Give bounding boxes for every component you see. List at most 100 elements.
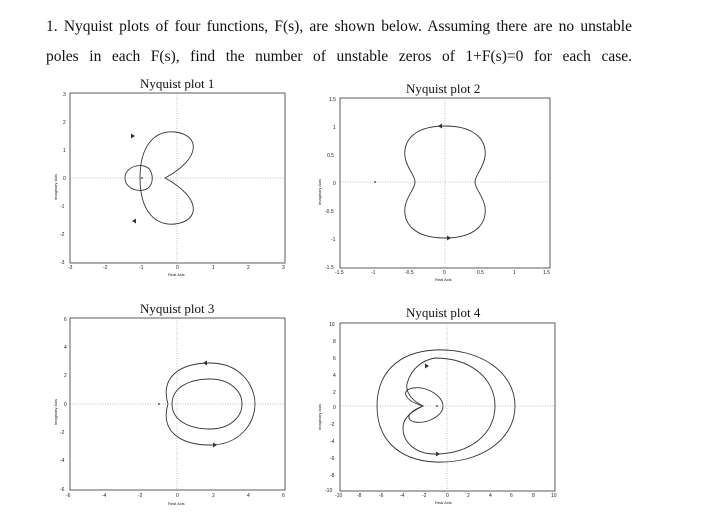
x-tick: 0 — [443, 270, 446, 276]
x-tick: -10 — [335, 493, 342, 499]
nyquist-inner-loop — [124, 165, 153, 191]
y-tick: 10 — [329, 322, 335, 328]
critical-point — [141, 177, 143, 179]
direction-arrow-top — [438, 123, 442, 129]
y-tick: -4 — [330, 439, 335, 445]
y-tick-labels: 3 2 1 0 -1 -2 -3 — [60, 92, 66, 266]
nyquist-plot-4: Imaginary Axis Real Axis -10 -8 -6 -4 -2… — [317, 322, 557, 505]
y-tick: -2 — [330, 422, 335, 428]
x-tick: 1.5 — [543, 270, 550, 276]
y-tick-labels: 1.5 1 0.5 0 -0.5 -1 -1.5 — [325, 97, 336, 271]
x-tick-labels: -10 -8 -6 -4 -2 0 2 4 6 8 10 — [335, 493, 557, 499]
nyquist-curve — [404, 125, 486, 239]
y-tick: 2 — [64, 373, 67, 379]
y-tick: 0 — [333, 181, 336, 187]
y-tick: 2 — [63, 120, 66, 126]
y-tick: 2 — [333, 390, 336, 396]
x-tick: 6 — [510, 493, 513, 499]
y-tick: 1 — [63, 148, 66, 154]
y-tick: 0 — [63, 176, 66, 182]
y-tick: -1 — [60, 204, 65, 210]
nyquist-plot-1: Imaginary Axis Real Axis -3 -2 -1 0 1 2 … — [53, 92, 286, 277]
y-tick-labels: 10 8 6 4 2 0 -2 -4 -6 -8 -10 — [325, 322, 336, 494]
x-axis-label: Real Axis — [168, 272, 185, 277]
x-tick: 2 — [467, 493, 470, 499]
nyquist-outer-loop — [376, 349, 516, 463]
x-tick: 4 — [247, 493, 250, 499]
y-tick: 1.5 — [329, 97, 336, 103]
plot-4-title: Nyquist plot 4 — [406, 305, 481, 320]
y-tick: 3 — [63, 92, 66, 98]
direction-arrow-top — [203, 360, 207, 366]
nyquist-outer-loop — [165, 362, 256, 446]
y-tick: 0 — [333, 405, 336, 411]
question-line-2: poles in each F(s), find the number of u… — [46, 48, 632, 65]
plot-1-title: Nyquist plot 1 — [140, 76, 215, 91]
y-tick: 6 — [64, 317, 67, 323]
direction-arrow-bottom — [213, 442, 217, 448]
critical-point — [158, 403, 160, 405]
y-tick: 0.5 — [327, 153, 334, 159]
x-tick: -4 — [102, 493, 107, 499]
y-tick: 6 — [333, 356, 336, 362]
y-tick: 4 — [64, 345, 67, 351]
y-tick: 0 — [64, 402, 67, 408]
x-tick: 0 — [176, 265, 179, 271]
x-tick: -3 — [68, 265, 73, 271]
y-tick: -6 — [330, 456, 335, 462]
x-tick: 1 — [513, 270, 516, 276]
x-tick: 1 — [212, 265, 215, 271]
x-tick: 2 — [247, 265, 250, 271]
nyquist-plot-2: Imaginary Axis Real Axis -1.5 -1 -0.5 0 … — [317, 97, 551, 282]
critical-point — [374, 181, 376, 183]
nyquist-curve — [139, 131, 194, 225]
x-tick: 0 — [446, 493, 449, 499]
x-tick: -2 — [422, 493, 427, 499]
x-tick-labels: -6 -4 -2 0 2 4 6 — [66, 493, 285, 499]
question-text: 1. Nyquist plots of four functions, F(s)… — [46, 12, 632, 72]
direction-arrow-top — [425, 363, 429, 369]
x-tick: 2 — [212, 493, 215, 499]
x-tick: -6 — [379, 493, 384, 499]
x-tick: 0.5 — [477, 270, 484, 276]
critical-point — [436, 405, 438, 407]
x-tick: 4 — [489, 493, 492, 499]
y-axis-label: Imaginary Axis — [317, 404, 322, 430]
y-tick: -4 — [60, 458, 65, 464]
y-tick: -10 — [325, 488, 332, 494]
direction-arrow-bottom — [447, 235, 451, 241]
x-tick: -1 — [139, 265, 144, 271]
y-tick: -8 — [330, 473, 335, 479]
y-tick: -1 — [331, 237, 336, 243]
y-axis-label: Imaginary Axis — [53, 399, 58, 425]
nyquist-inner-loop — [171, 378, 243, 430]
y-axis-label: Imaginary Axis — [53, 174, 58, 200]
nyquist-middle-loop — [402, 357, 496, 455]
y-tick: -2 — [60, 232, 65, 238]
x-tick: -1.5 — [335, 270, 344, 276]
y-tick: -6 — [60, 487, 65, 493]
x-tick: -6 — [66, 493, 71, 499]
y-axis-label: Imaginary Axis — [317, 179, 322, 205]
y-tick: -2 — [60, 430, 65, 436]
x-tick: -1 — [371, 270, 376, 276]
x-tick-labels: -3 -2 -1 0 1 2 3 — [68, 265, 285, 271]
y-tick-labels: 6 4 2 0 -2 -4 -6 — [60, 317, 67, 493]
x-axis-label: Real Axis — [168, 501, 185, 506]
y-tick: 1 — [333, 125, 336, 131]
x-tick-labels: -1.5 -1 -0.5 0 0.5 1 1.5 — [335, 270, 550, 276]
x-tick: 0 — [176, 493, 179, 499]
x-tick: 10 — [551, 493, 557, 499]
x-tick: -8 — [357, 493, 362, 499]
x-tick: -2 — [138, 493, 143, 499]
plot-frame — [339, 322, 556, 492]
direction-arrow-bottom — [132, 218, 136, 224]
x-tick: -4 — [400, 493, 405, 499]
question-line-1: 1. Nyquist plots of four functions, F(s)… — [46, 18, 632, 35]
y-tick: -1.5 — [325, 265, 334, 271]
plot-3-title: Nyquist plot 3 — [140, 301, 215, 316]
y-tick: -0.5 — [325, 209, 334, 215]
plot-2-title: Nyquist plot 2 — [406, 81, 481, 96]
x-tick: 3 — [282, 265, 285, 271]
nyquist-plot-3: Imaginary Axis Real Axis -6 -4 -2 0 2 4 … — [53, 317, 286, 506]
